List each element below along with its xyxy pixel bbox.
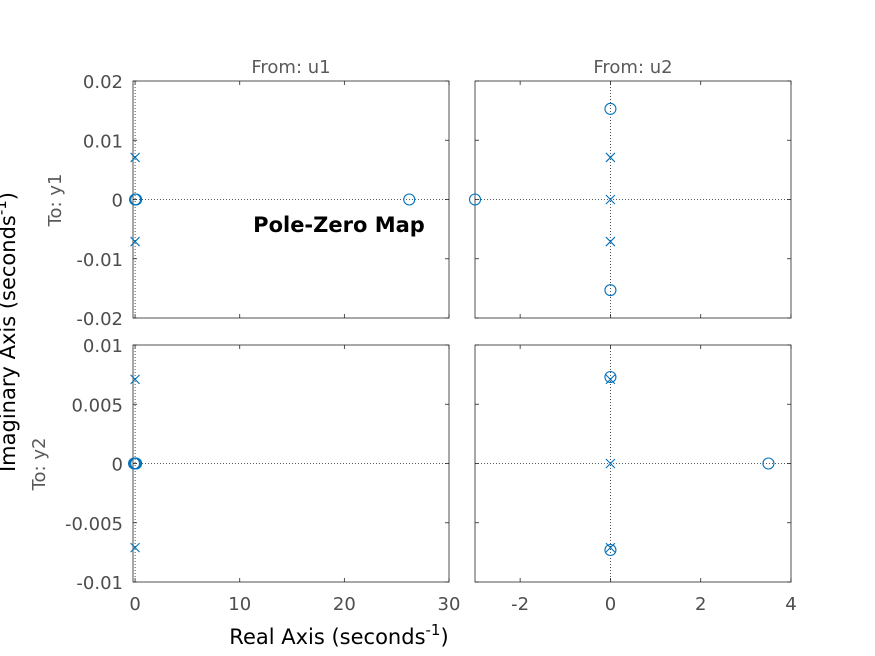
pole-stroke	[605, 194, 616, 205]
pole-stroke	[130, 152, 140, 163]
pole-marker	[130, 152, 140, 163]
row-label-y2: To: y2	[29, 438, 50, 492]
plot-area	[132, 344, 450, 583]
pole-stroke	[130, 236, 140, 247]
x-tick-label: -2	[511, 594, 529, 615]
pole-stroke	[605, 458, 616, 469]
y-tick-label: -0.02	[76, 309, 123, 330]
column-label-u1: From: u1	[251, 57, 330, 78]
pole-stroke	[130, 542, 140, 553]
zero-marker	[604, 102, 617, 115]
figure-labels: From: u1 From: u2 To: y1 To: y2 Pole-Zer…	[0, 57, 673, 649]
pole-marker	[605, 542, 616, 553]
pole-stroke	[605, 152, 616, 163]
y-tick-label: 0	[112, 191, 123, 212]
subplot-2-2: -2 0 2 4	[474, 344, 797, 615]
plot-area	[132, 80, 450, 319]
y-tick-label: 0.01	[83, 131, 123, 152]
pole-marker	[130, 542, 140, 553]
zero-marker	[130, 457, 143, 470]
plot-area	[474, 80, 792, 319]
pole-marker	[605, 194, 616, 205]
pole-stroke	[130, 374, 140, 385]
subplot-2-1: 0.01 0.005 0 -0.005 -0.01 0 10 20 30	[65, 336, 460, 615]
pole-stroke	[605, 236, 616, 247]
zero-marker	[762, 457, 775, 470]
y-tick-label: -0.005	[65, 514, 123, 535]
subplot-1-1: 0.02 0.01 0 -0.01 -0.02	[76, 72, 450, 330]
y-tick-label: -0.01	[76, 250, 123, 271]
x-axis-label-exponent: -1	[426, 621, 441, 639]
plot-area	[474, 344, 792, 583]
x-tick-label: 4	[785, 594, 796, 615]
subplot-grid: 0.02 0.01 0 -0.01 -0.02 0.01 0.005 0 -0.005 -0.01…	[65, 72, 797, 615]
pole-marker	[130, 374, 140, 385]
pole-marker	[605, 458, 616, 469]
zero-marker	[468, 193, 482, 206]
y-tick-label: 0.01	[83, 336, 123, 357]
y-axis-label-close: )	[0, 192, 20, 200]
y-axis-label-text: Imaginary Axis (seconds	[0, 215, 20, 472]
chart-title: Pole-Zero Map	[253, 213, 425, 237]
zero-marker	[604, 370, 617, 384]
y-axis-label-exponent: -1	[0, 200, 10, 215]
subplot-1-2	[468, 80, 792, 319]
x-axis-label-text: Real Axis (seconds	[229, 625, 425, 649]
x-axis-label-close: )	[440, 625, 448, 649]
x-tick-label: 20	[333, 594, 356, 615]
row-label-y1: To: y1	[45, 174, 66, 228]
y-axis-label: Imaginary Axis (seconds-1)	[0, 192, 20, 472]
x-tick-label: 30	[438, 594, 461, 615]
x-axis-label: Real Axis (seconds-1)	[229, 621, 448, 649]
y-tick-label: 0.005	[71, 395, 123, 416]
y-tick-label: 0	[112, 455, 123, 476]
x-tick-label: 2	[695, 594, 706, 615]
zero-marker	[130, 193, 143, 206]
x-tick-label: 0	[605, 594, 616, 615]
column-label-u2: From: u2	[593, 57, 672, 78]
zero-marker	[604, 284, 617, 297]
pole-stroke	[605, 374, 616, 385]
x-tick-label: 10	[228, 594, 251, 615]
pole-marker	[130, 236, 140, 247]
x-tick-label: 0	[129, 594, 140, 615]
pole-marker	[605, 374, 616, 385]
zero-marker	[604, 543, 617, 557]
y-tick-label: 0.02	[83, 72, 123, 93]
zero-marker	[403, 193, 416, 206]
y-tick-label: -0.01	[76, 573, 123, 594]
pole-marker	[605, 152, 616, 163]
pole-stroke	[605, 542, 616, 553]
pole-marker	[605, 236, 616, 247]
